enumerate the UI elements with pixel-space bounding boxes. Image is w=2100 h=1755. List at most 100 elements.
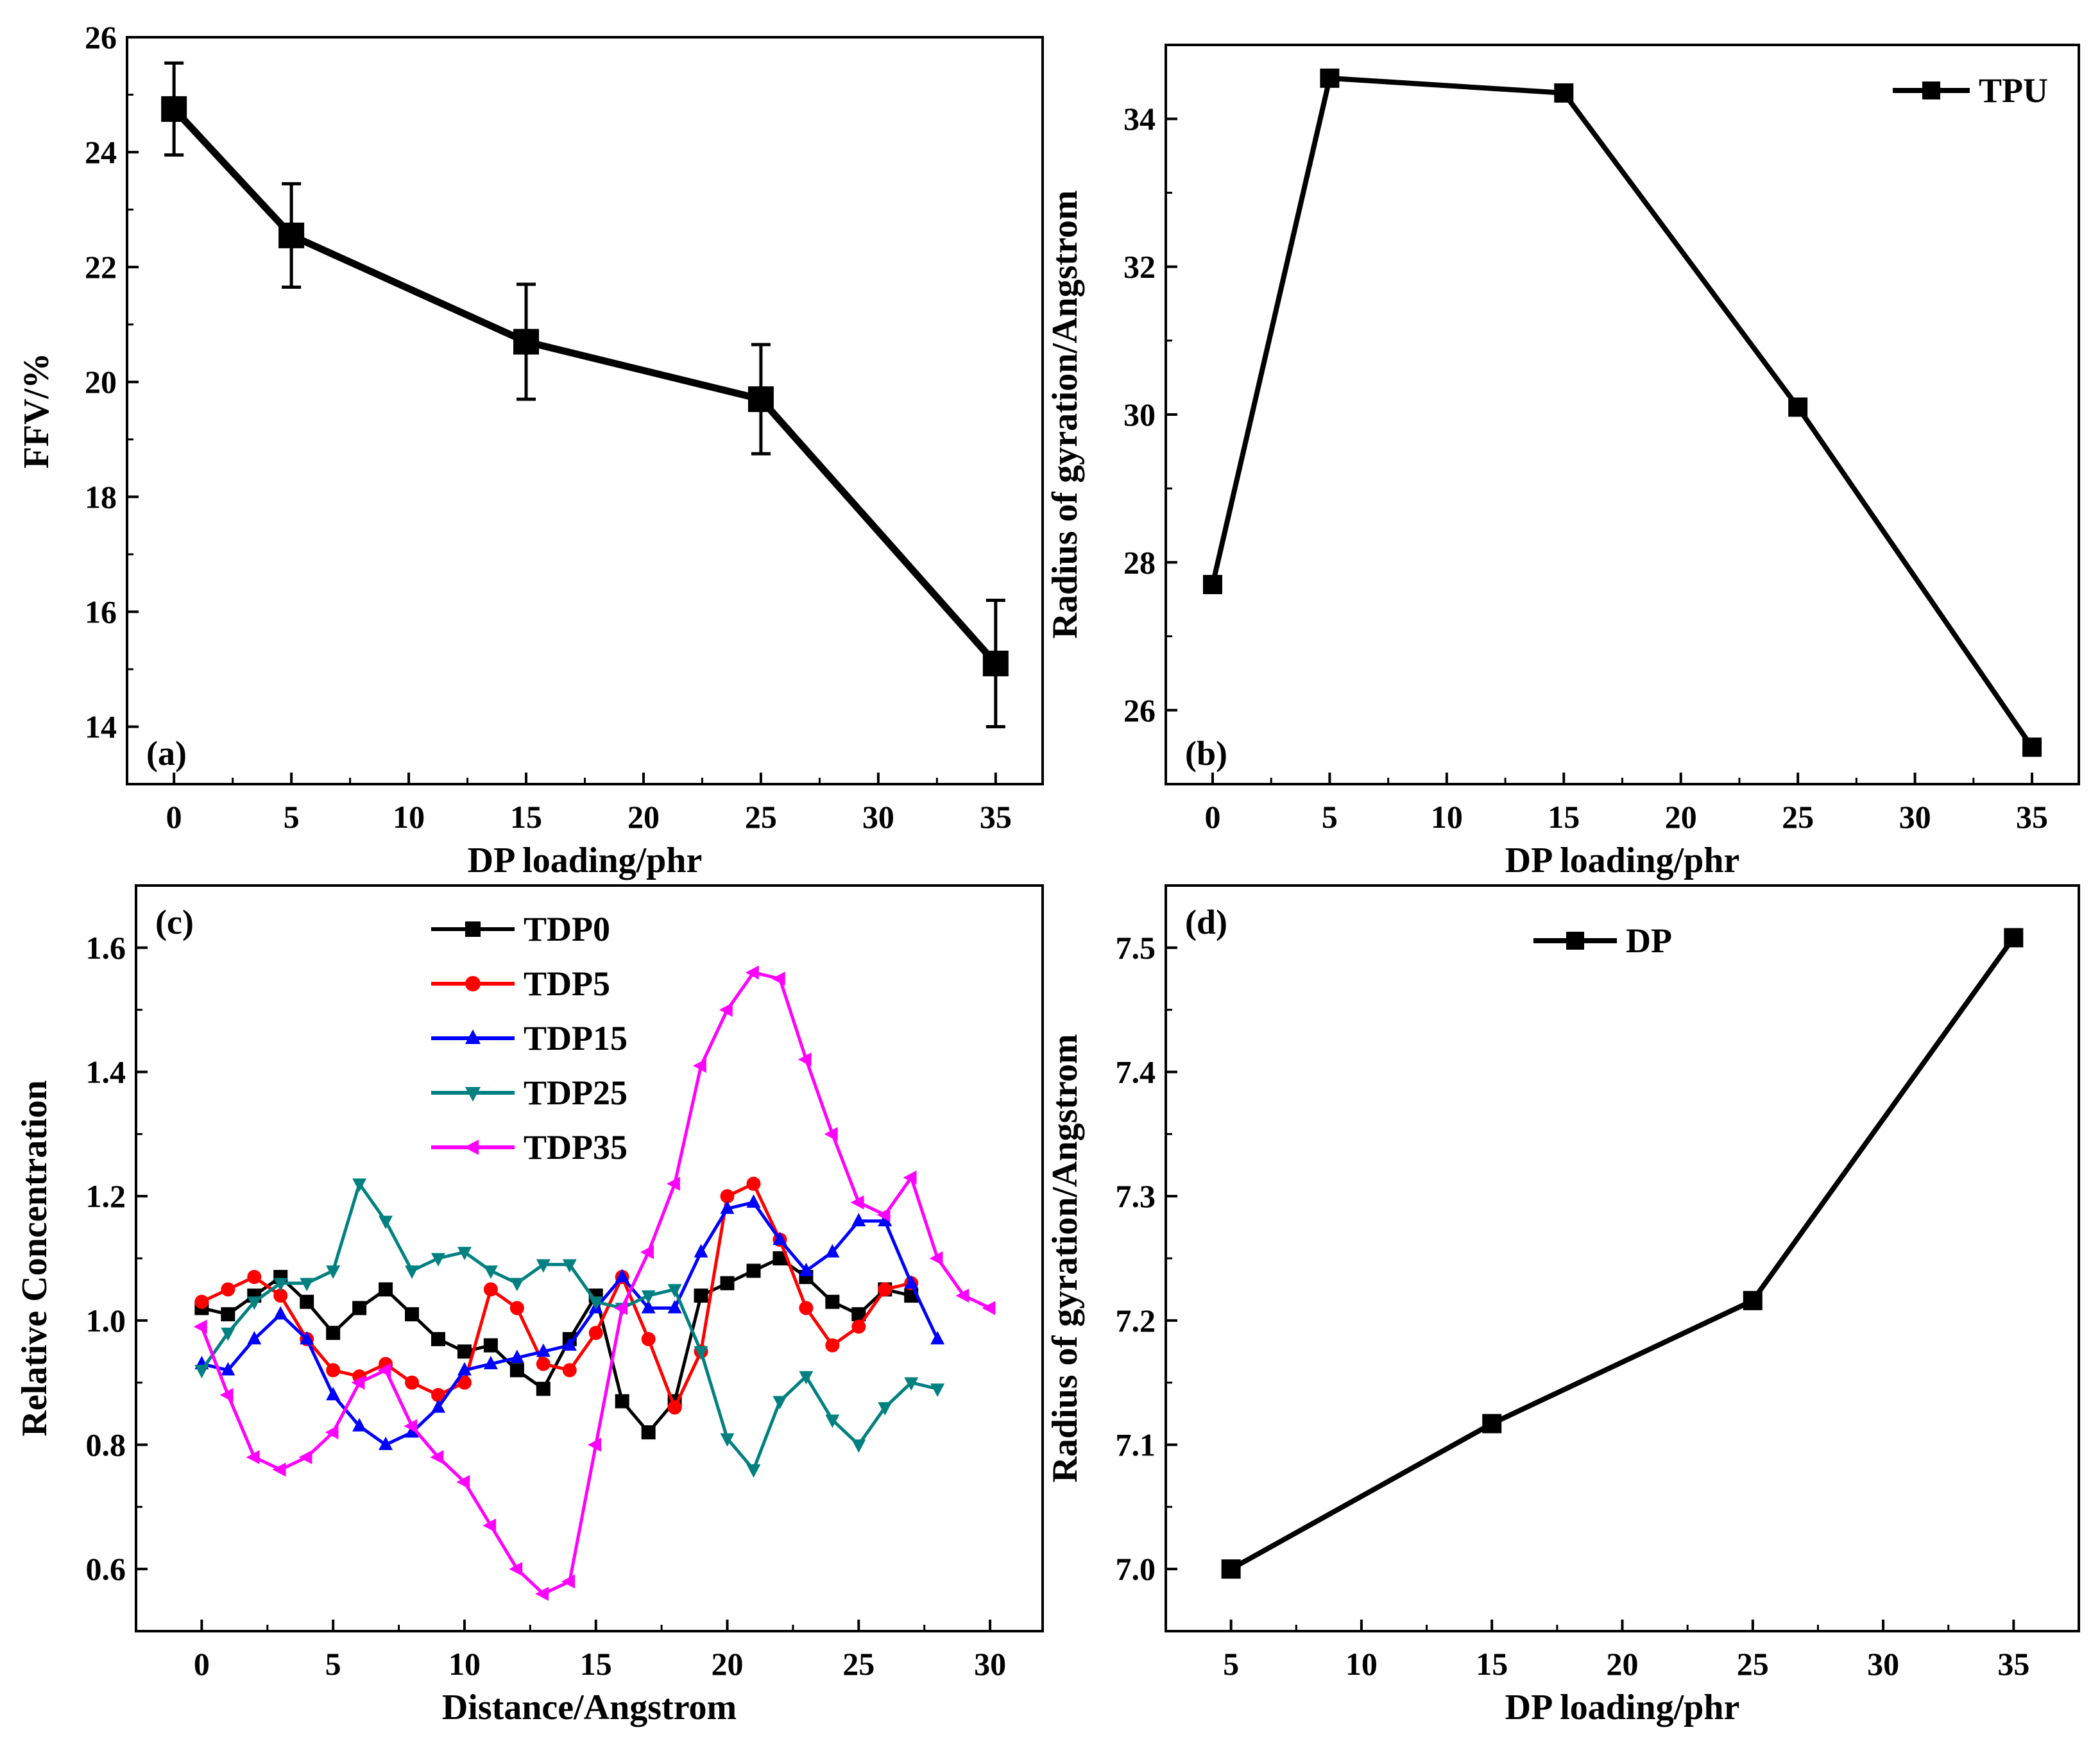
x-tick-label: 10 — [1345, 1646, 1378, 1682]
data-point — [221, 1307, 235, 1322]
legend-item-tdp25: TDP25 — [431, 1074, 627, 1112]
panel-label: (a) — [146, 734, 187, 773]
data-point — [773, 1231, 787, 1246]
data-point — [615, 1269, 629, 1283]
data-point — [667, 1400, 682, 1415]
data-point — [246, 1450, 260, 1464]
x-tick-label: 5 — [1322, 799, 1338, 835]
data-point — [825, 1414, 840, 1428]
data-point — [746, 1263, 761, 1278]
legend-marker — [465, 976, 481, 991]
data-point — [457, 1247, 472, 1260]
data-point — [719, 1002, 733, 1017]
legend-marker — [1922, 81, 1940, 99]
series-line — [200, 1182, 938, 1471]
y-tick-label: 0.8 — [86, 1427, 126, 1463]
y-tick-label: 26 — [1123, 692, 1156, 728]
data-point — [247, 1296, 262, 1310]
data-point — [745, 965, 759, 980]
y-tick-label: 22 — [85, 249, 117, 285]
x-tick-label: 15 — [1476, 1646, 1508, 1682]
x-axis-label: DP loading/phr — [1505, 1688, 1740, 1727]
legend-label: TPU — [1979, 71, 2048, 110]
data-point — [273, 1306, 288, 1320]
data-point — [773, 1251, 787, 1265]
legend-label: TDP5 — [524, 964, 610, 1003]
data-point — [562, 1259, 577, 1273]
legend-item-tdp5: TDP5 — [431, 964, 610, 1003]
data-point — [194, 1294, 209, 1309]
data-point — [405, 1375, 420, 1390]
data-point — [720, 1276, 735, 1290]
data-point — [278, 222, 305, 248]
data-point — [588, 1437, 601, 1452]
data-point — [352, 1301, 367, 1315]
y-tick-label: 14 — [85, 708, 117, 744]
data-point — [352, 1178, 367, 1192]
data-point — [300, 1294, 314, 1309]
panel-label: (d) — [1185, 903, 1227, 941]
data-point — [247, 1270, 262, 1285]
data-point — [878, 1402, 892, 1416]
data-point — [799, 1371, 814, 1385]
series-0 — [161, 61, 1009, 728]
data-point — [536, 1382, 551, 1396]
x-tick-label: 20 — [1607, 1646, 1639, 1682]
x-tick-label: 0 — [166, 799, 182, 835]
data-point — [457, 1375, 472, 1390]
series-tdp35 — [193, 965, 996, 1601]
data-point — [483, 1355, 498, 1369]
plot-frame — [1165, 884, 2080, 1632]
data-point — [824, 1127, 838, 1142]
y-tick-label: 1.0 — [86, 1303, 126, 1339]
data-point — [509, 1562, 523, 1577]
data-point — [377, 1363, 391, 1378]
y-tick-label: 20 — [85, 364, 117, 400]
y-tick-label: 30 — [1123, 397, 1156, 432]
data-point — [746, 1464, 761, 1478]
series-line — [1229, 936, 2016, 1571]
data-point — [193, 1319, 207, 1334]
series-line — [201, 1182, 912, 1409]
data-point — [326, 1363, 341, 1378]
data-point — [326, 1265, 341, 1280]
data-point — [430, 1450, 444, 1464]
x-tick-label: 20 — [712, 1646, 744, 1682]
data-point — [272, 1462, 286, 1477]
data-point — [667, 1284, 682, 1298]
data-point — [747, 386, 774, 413]
y-tick-label: 7.0 — [1116, 1551, 1156, 1587]
x-tick-label: 35 — [1997, 1646, 2029, 1682]
data-point — [851, 1439, 866, 1453]
data-point — [457, 1344, 472, 1359]
y-tick-label: 7.4 — [1116, 1054, 1156, 1090]
x-tick-label: 35 — [980, 799, 1012, 835]
data-point — [850, 1195, 864, 1210]
y-tick-label: 7.1 — [1116, 1427, 1156, 1463]
y-tick-label: 1.6 — [86, 930, 126, 966]
x-tick-label: 15 — [580, 1646, 612, 1682]
data-point — [615, 1394, 629, 1408]
x-tick-label: 30 — [974, 1646, 1006, 1682]
x-tick-label: 35 — [2016, 799, 2048, 835]
x-tick-label: 25 — [1737, 1646, 1769, 1682]
data-point — [405, 1265, 420, 1280]
data-point — [221, 1362, 235, 1376]
data-point — [536, 1357, 551, 1371]
data-point — [219, 1388, 234, 1403]
data-point — [614, 1301, 627, 1315]
legend-item-tdp15: TDP15 — [431, 1019, 627, 1057]
panel-c: 0 5 10 15 20 25 30 0.6 0.8 1.0 1.2 1.4 1.6 Distance/A… — [15, 884, 1044, 1727]
data-point — [876, 1208, 891, 1222]
data-point — [825, 1294, 840, 1309]
data-point — [300, 1278, 314, 1292]
data-point — [298, 1450, 312, 1464]
y-tick-label: 34 — [1123, 101, 1156, 137]
data-point — [431, 1331, 445, 1346]
y-tick-label: 18 — [85, 479, 117, 515]
legend-marker — [465, 1087, 481, 1102]
data-point — [561, 1574, 576, 1589]
legend-label: DP — [1626, 921, 1672, 960]
x-tick-label: 20 — [1665, 799, 1697, 835]
data-point — [955, 1288, 969, 1303]
